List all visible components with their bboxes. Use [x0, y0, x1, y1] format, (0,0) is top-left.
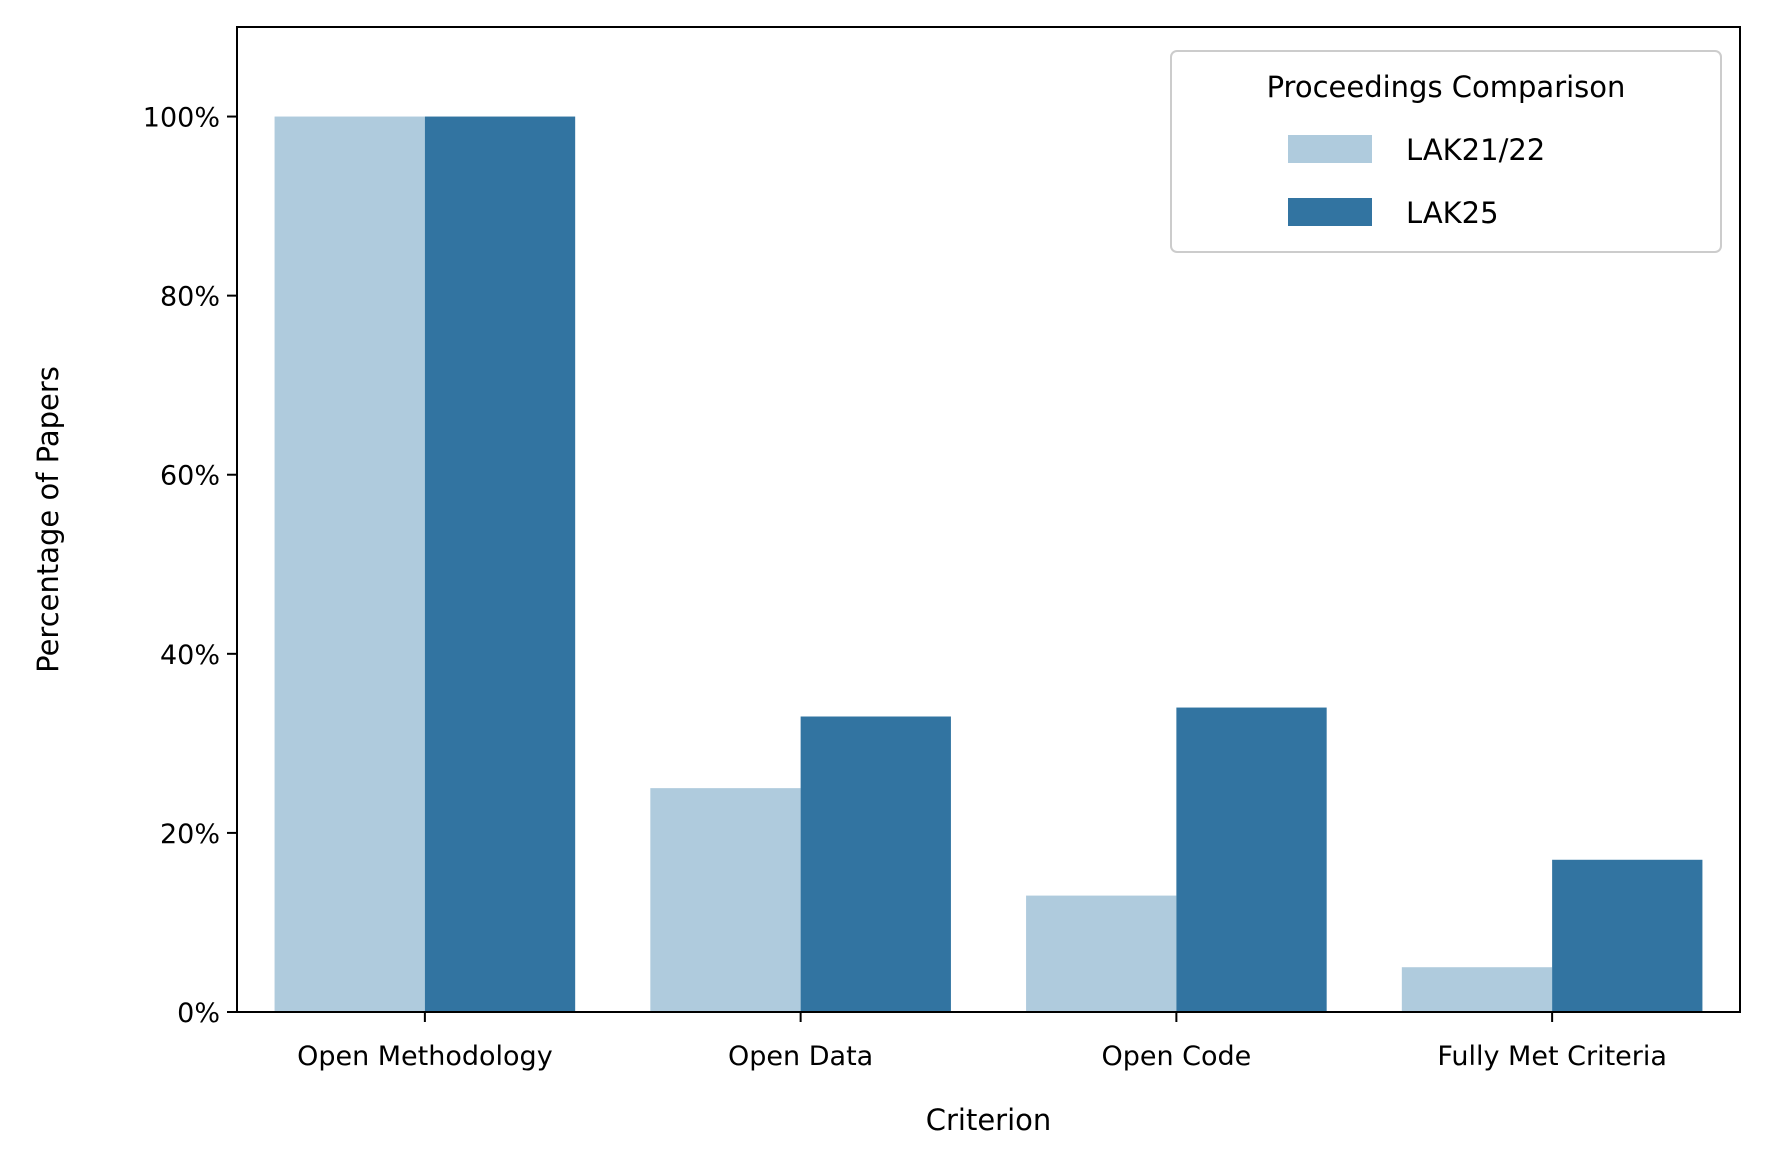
x-tick-label: Open Methodology — [297, 1041, 553, 1072]
bar-lak21-22-open-data — [650, 788, 801, 1012]
legend: Proceedings Comparison LAK21/22 LAK25 — [1170, 50, 1722, 253]
y-tick-label: 20% — [160, 819, 220, 850]
legend-title: Proceedings Comparison — [1267, 70, 1626, 104]
plot-frame — [236, 26, 1741, 1013]
legend-label-lak21-22: LAK21/22 — [1406, 133, 1545, 167]
bars-layer — [274, 116, 1703, 1012]
bar-lak21-22-open-code — [1026, 895, 1177, 1012]
y-tick-label: 100% — [143, 103, 220, 134]
y-axis-label: Percentage of Papers — [31, 366, 65, 673]
bar-lak21-22-open-methodology — [274, 116, 425, 1012]
x-tick-label: Open Data — [728, 1041, 873, 1072]
legend-swatch-lak25 — [1288, 198, 1372, 226]
bar-lak21-22-fully-met-criteria — [1401, 967, 1553, 1012]
x-tick-label: Fully Met Criteria — [1437, 1041, 1667, 1072]
x-tick-label: Open Code — [1101, 1041, 1251, 1072]
y-tick-label: 40% — [160, 640, 220, 671]
x-axis-label: Criterion — [926, 1103, 1052, 1137]
y-tick-label: 60% — [160, 461, 220, 492]
axes-layer: 0% 20% 40% 60% 80% 100% Open Methodology Open D… — [143, 26, 1741, 1072]
legend-swatch-lak21-22 — [1288, 135, 1372, 163]
legend-label-lak25: LAK25 — [1406, 196, 1499, 230]
y-tick-label: 80% — [160, 282, 220, 313]
bar-lak25-open-methodology — [424, 116, 576, 1012]
bar-lak25-open-data — [800, 716, 951, 1012]
bar-lak25-open-code — [1176, 707, 1327, 1012]
bar-lak25-fully-met-criteria — [1552, 859, 1703, 1012]
y-tick-label: 0% — [177, 998, 220, 1029]
